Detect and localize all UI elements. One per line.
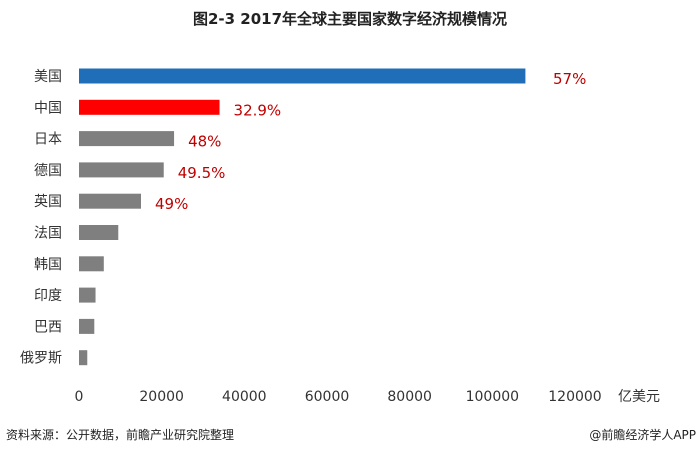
bar (79, 193, 141, 209)
bar (79, 162, 164, 178)
category-label: 巴西 (34, 319, 62, 335)
category-label: 美国 (34, 69, 62, 85)
data-label: 32.9% (234, 101, 282, 119)
data-label: 48% (188, 133, 221, 151)
category-label: 中国 (34, 100, 62, 116)
data-label: 57% (553, 70, 586, 88)
bar (79, 256, 104, 272)
category-label: 英国 (34, 193, 62, 210)
category-label: 日本 (34, 132, 62, 148)
brand-credit: @前瞻经济学人APP (589, 428, 696, 442)
bar (79, 287, 96, 303)
category-label: 法国 (34, 226, 62, 242)
x-unit-label: 亿美元 (618, 389, 660, 405)
data-label: 49.5% (178, 164, 226, 182)
bar (79, 225, 119, 240)
bar (79, 318, 95, 334)
bar (79, 131, 175, 147)
data-label: 49% (155, 195, 188, 213)
x-tick-label: 100000 (466, 389, 519, 405)
category-label: 德国 (34, 163, 62, 179)
bar (79, 350, 88, 366)
bar (79, 68, 526, 84)
bar (79, 99, 220, 115)
x-tick-label: 40000 (222, 389, 267, 405)
category-label: 韩国 (34, 257, 62, 273)
category-label: 俄罗斯 (20, 351, 62, 367)
source-note: 资料来源：公开数据，前瞻产业研究院整理 (6, 428, 235, 442)
x-tick-label: 0 (75, 389, 84, 405)
x-tick-label: 20000 (139, 389, 184, 405)
chart-title: 图2-3 2017年全球主要国家数字经济规模情况 (192, 10, 508, 28)
x-tick-label: 80000 (387, 389, 432, 405)
x-tick-label: 60000 (305, 389, 350, 405)
category-label: 印度 (34, 288, 62, 304)
x-tick-label: 120000 (548, 389, 601, 405)
